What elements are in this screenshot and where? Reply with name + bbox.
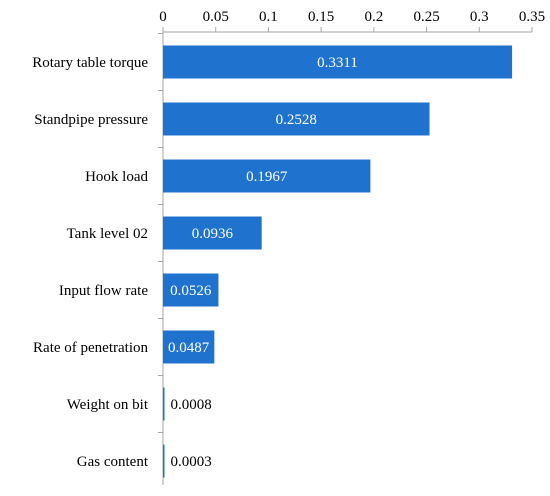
category-label: Weight on bit xyxy=(67,397,149,413)
data-label: 0.0487 xyxy=(168,340,210,356)
data-label: 0.1967 xyxy=(246,169,288,185)
category-label: Rotary table torque xyxy=(32,55,148,71)
bar xyxy=(163,330,215,364)
category-label: Input flow rate xyxy=(59,283,148,299)
data-label: 0.3311 xyxy=(317,55,358,71)
data-label: 0.0003 xyxy=(171,454,212,470)
x-axis: 0 0.05 0.1 0.15 0.2 0.25 0.3 0.35 xyxy=(158,9,545,485)
x-tick-label: 0.15 xyxy=(308,9,334,25)
x-tick-label: 0.25 xyxy=(413,9,439,25)
data-label: 0.2528 xyxy=(276,112,317,128)
category-label: Tank level 02 xyxy=(67,226,148,242)
data-labels: 0.3311 0.2528 0.1967 0.0936 0.0526 0.0487 0.00… xyxy=(168,55,358,470)
bar xyxy=(163,444,165,478)
x-tick-label: 0.3 xyxy=(470,9,489,25)
bar xyxy=(163,159,371,193)
x-tick-label: 0.1 xyxy=(259,9,278,25)
bars xyxy=(163,45,513,478)
category-label: Rate of penetration xyxy=(33,340,148,356)
x-tick-label: 0.05 xyxy=(203,9,229,25)
x-tick-label: 0 xyxy=(159,9,167,25)
category-label: Hook load xyxy=(85,169,148,185)
bar xyxy=(163,102,430,136)
bar xyxy=(163,273,219,307)
x-tick-label: 0.35 xyxy=(519,9,545,25)
category-label: Gas content xyxy=(77,454,149,470)
bar xyxy=(163,45,513,79)
category-labels: Rotary table torque Standpipe pressure Hoo… xyxy=(32,55,149,470)
bar xyxy=(163,387,165,421)
category-label: Standpipe pressure xyxy=(34,112,148,128)
bar xyxy=(163,216,262,250)
data-label: 0.0936 xyxy=(192,226,234,242)
data-label: 0.0526 xyxy=(170,283,212,299)
x-tick-label: 0.2 xyxy=(364,9,383,25)
data-label: 0.0008 xyxy=(171,397,212,413)
